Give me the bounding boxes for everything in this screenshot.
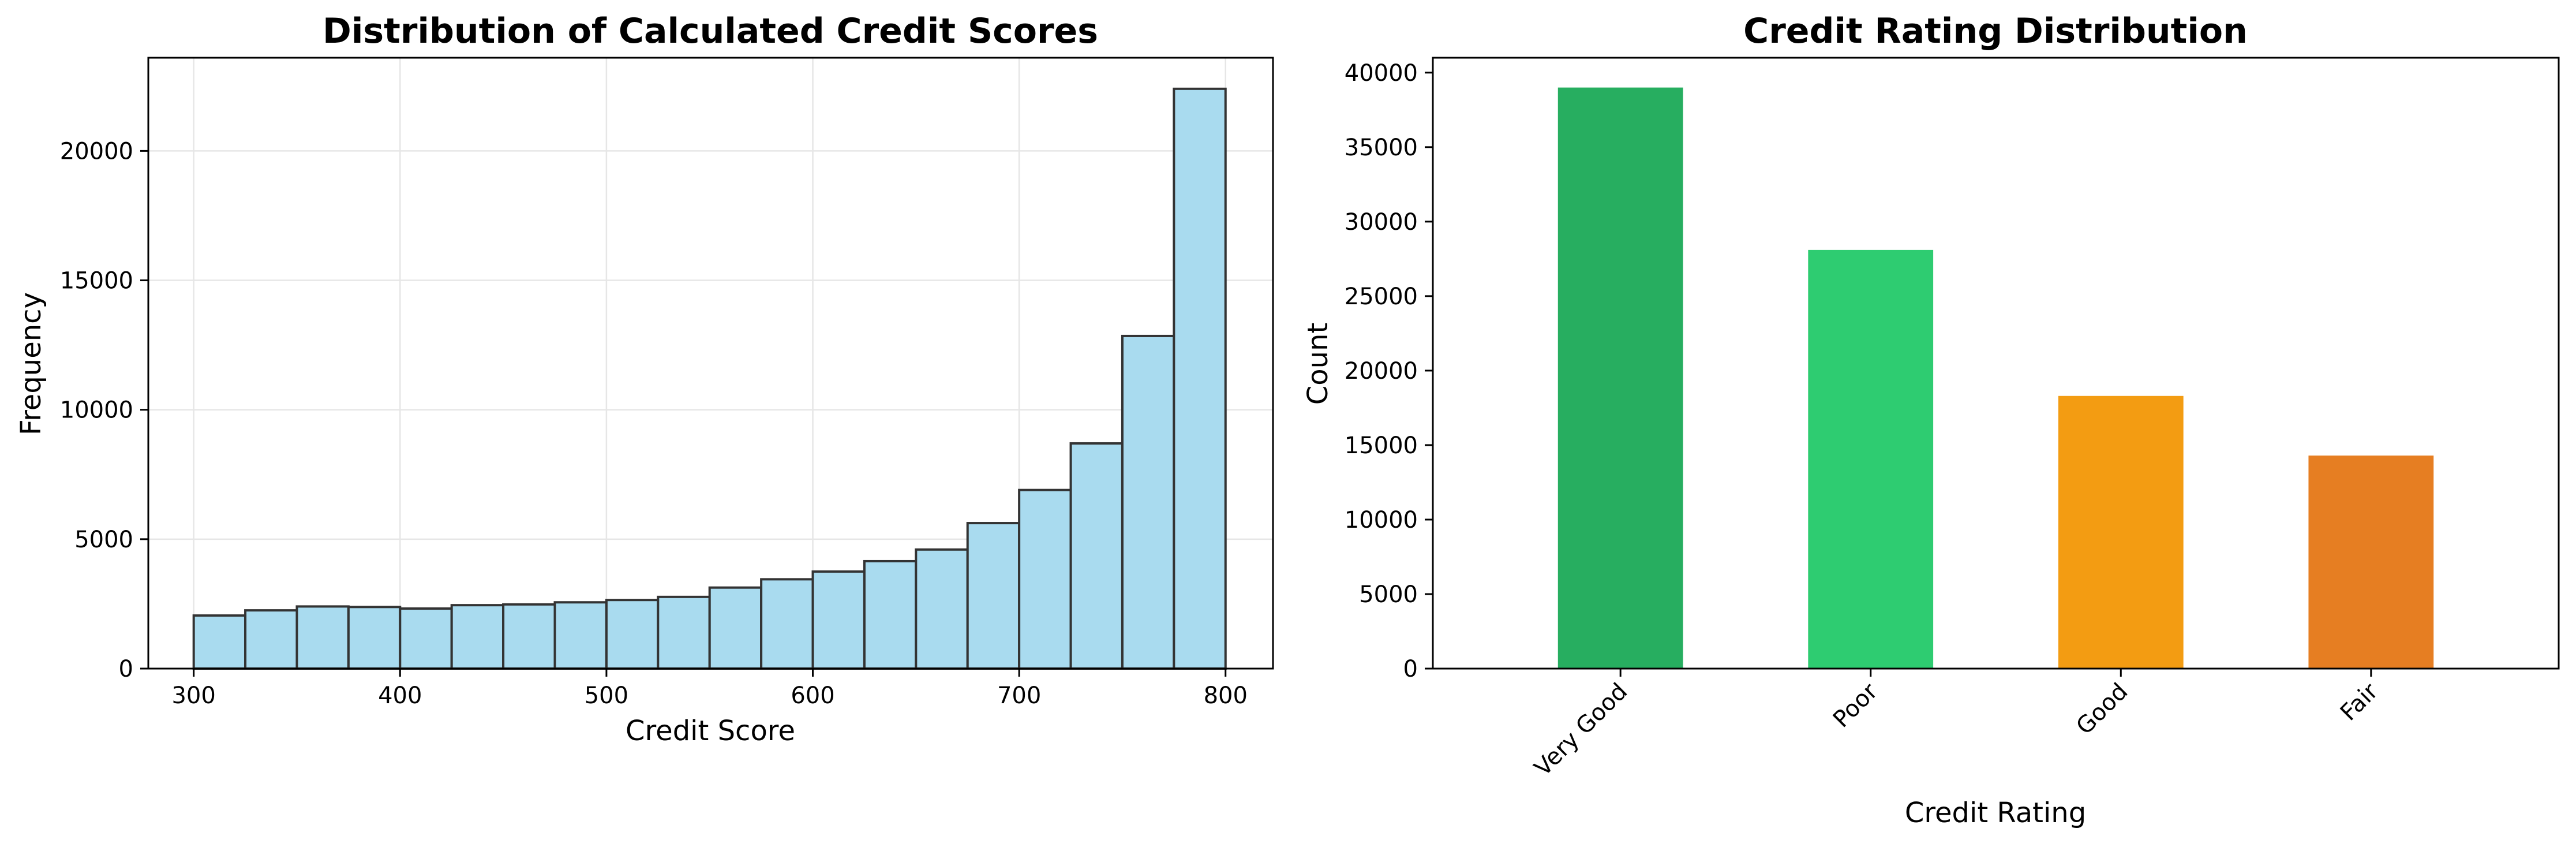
histogram-bar — [915, 548, 969, 670]
histogram-bar — [244, 609, 298, 670]
histogram-y-tick-label: 5000 — [74, 527, 133, 553]
histogram-bar — [502, 603, 556, 670]
histogram-y-tick-label: 10000 — [60, 397, 133, 424]
histogram-bar — [1173, 87, 1227, 670]
histogram-bar — [863, 559, 918, 670]
rating-x-tick-label: Good — [2071, 678, 2133, 740]
histogram-x-tick-label: 700 — [997, 682, 1041, 709]
rating-plot-frame — [1432, 57, 2560, 670]
rating-y-tick-label: 30000 — [1345, 209, 1418, 236]
histogram-bar — [966, 522, 1021, 670]
histogram-x-axis-label: Credit Score — [626, 715, 795, 747]
rating-bar — [1557, 87, 1683, 669]
histogram-x-tick-label: 500 — [585, 682, 628, 709]
rating-y-tick-label: 10000 — [1345, 507, 1418, 533]
histogram-bar — [399, 607, 453, 670]
histogram-bar — [553, 601, 608, 670]
histogram-title: Distribution of Calculated Credit Scores — [323, 11, 1098, 51]
rating-y-tick-label: 40000 — [1345, 60, 1418, 87]
histogram-x-tick-label: 400 — [378, 682, 422, 709]
histogram-y-tick-label: 0 — [119, 656, 133, 682]
histogram-bar — [450, 604, 505, 670]
rating-y-tick-label: 15000 — [1345, 432, 1418, 459]
histogram-bar — [295, 605, 350, 670]
histogram-bar — [760, 578, 814, 670]
rating-bar — [2308, 455, 2434, 669]
histogram-y-tick-label: 20000 — [60, 138, 133, 165]
rating-bars — [1557, 87, 2434, 669]
rating-bar — [1808, 249, 1934, 669]
histogram-y-axis-label: Frequency — [15, 292, 47, 435]
rating-y-tick-label: 0 — [1403, 656, 1418, 682]
rating-y-tick-label: 35000 — [1345, 135, 1418, 161]
histogram-x-tick-label: 600 — [791, 682, 834, 709]
histogram-y-ticks: 0 5000 10000 15000 20000 — [60, 138, 148, 682]
rating-bar-chart: Credit Rating Distribution Very Good Poor… — [1302, 11, 2560, 829]
rating-x-axis-label: Credit Rating — [1905, 797, 2086, 829]
histogram-bar — [605, 599, 660, 670]
histogram-plot-frame — [147, 57, 1274, 670]
rating-x-tick-label: Poor — [1828, 678, 1883, 733]
rating-x-ticks: Very Good Poor Good Fair — [1529, 669, 2383, 781]
rating-y-ticks: 0 5000 10000 15000 20000 25000 30000 35000 40000 — [1345, 60, 1433, 682]
rating-y-tick-label: 5000 — [1359, 581, 1418, 608]
histogram-bar — [347, 606, 402, 670]
rating-chart-title: Credit Rating Distribution — [1743, 11, 2248, 51]
histogram-bar — [811, 570, 866, 670]
histogram-x-tick-label: 300 — [171, 682, 215, 709]
rating-x-tick-label: Very Good — [1529, 678, 1633, 782]
histogram-x-tick-label: 800 — [1204, 682, 1248, 709]
histogram-bar — [1018, 488, 1072, 670]
rating-y-tick-label: 25000 — [1345, 283, 1418, 310]
histogram-bar — [708, 586, 763, 670]
histogram-bar — [657, 595, 711, 670]
histogram-bars — [192, 87, 1227, 670]
rating-x-tick-label: Fair — [2335, 678, 2383, 726]
histogram-bar — [1069, 442, 1124, 670]
histogram-chart: Distribution of Calculated Credit Scores… — [15, 11, 1274, 747]
histogram-bar — [192, 614, 247, 670]
histogram-x-ticks: 300 400 500 600 700 800 — [171, 669, 1248, 709]
rating-bar — [2058, 395, 2184, 669]
rating-y-axis-label: Count — [1302, 323, 1334, 405]
histogram-bar — [1121, 334, 1175, 670]
rating-y-tick-label: 20000 — [1345, 358, 1418, 385]
histogram-y-tick-label: 15000 — [60, 268, 133, 294]
